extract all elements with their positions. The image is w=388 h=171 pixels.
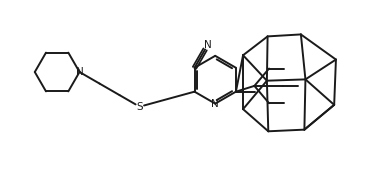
Text: N: N: [204, 40, 211, 50]
Text: N: N: [76, 67, 83, 77]
Text: S: S: [136, 102, 143, 112]
Text: N: N: [211, 99, 219, 109]
